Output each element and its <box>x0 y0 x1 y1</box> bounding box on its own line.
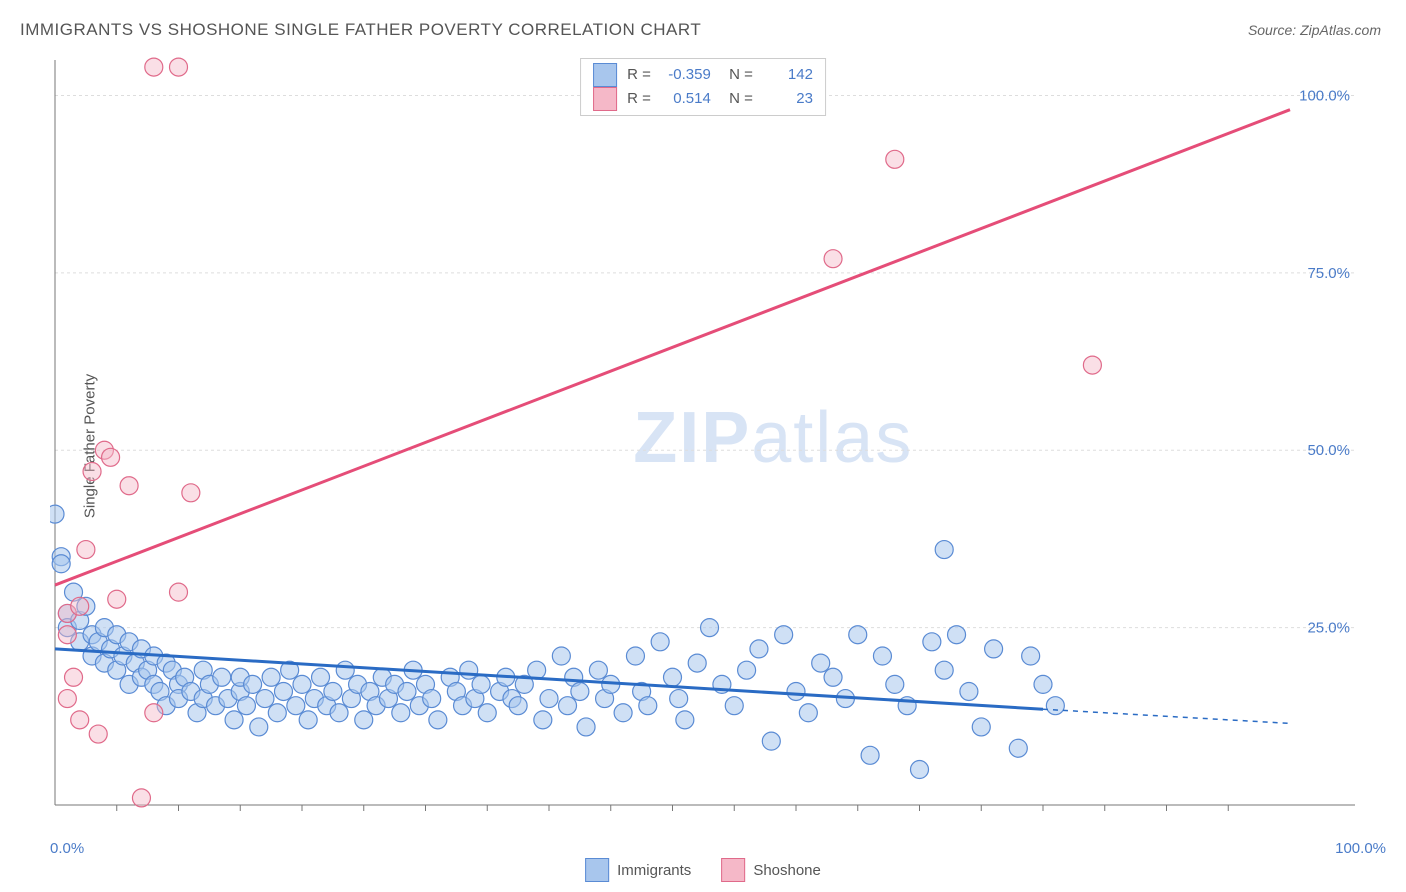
source-attribution: Source: ZipAtlas.com <box>1248 22 1381 38</box>
bottom-legend: Immigrants Shoshone <box>585 858 821 882</box>
stats-n-label: N = <box>721 87 753 111</box>
stats-n-label: N = <box>721 63 753 87</box>
stats-swatch-immigrants <box>593 63 617 87</box>
legend-swatch-shoshone <box>721 858 745 882</box>
x-max-label: 100.0% <box>1335 840 1386 857</box>
x-min-label: 0.0% <box>50 840 84 857</box>
svg-text:25.0%: 25.0% <box>1307 620 1350 637</box>
legend-item-immigrants: Immigrants <box>585 858 691 882</box>
stats-r-label: R = <box>627 87 651 111</box>
scatter-chart: 25.0% 50.0% 75.0% 100.0% <box>50 55 1360 825</box>
chart-title: IMMIGRANTS VS SHOSHONE SINGLE FATHER POV… <box>20 20 701 40</box>
svg-text:75.0%: 75.0% <box>1307 265 1350 282</box>
stats-n-value-shoshone: 23 <box>763 87 813 111</box>
legend-swatch-immigrants <box>585 858 609 882</box>
correlation-stats-box: R = -0.359 N = 142 R = 0.514 N = 23 <box>580 58 826 116</box>
svg-text:50.0%: 50.0% <box>1307 442 1350 459</box>
legend-label-immigrants: Immigrants <box>617 862 691 879</box>
stats-row-immigrants: R = -0.359 N = 142 <box>593 63 813 87</box>
stats-r-value-immigrants: -0.359 <box>661 63 711 87</box>
stats-n-value-immigrants: 142 <box>763 63 813 87</box>
stats-swatch-shoshone <box>593 87 617 111</box>
stats-r-value-shoshone: 0.514 <box>661 87 711 111</box>
stats-r-label: R = <box>627 63 651 87</box>
legend-item-shoshone: Shoshone <box>721 858 821 882</box>
svg-text:100.0%: 100.0% <box>1299 87 1350 104</box>
stats-row-shoshone: R = 0.514 N = 23 <box>593 87 813 111</box>
legend-label-shoshone: Shoshone <box>753 862 821 879</box>
